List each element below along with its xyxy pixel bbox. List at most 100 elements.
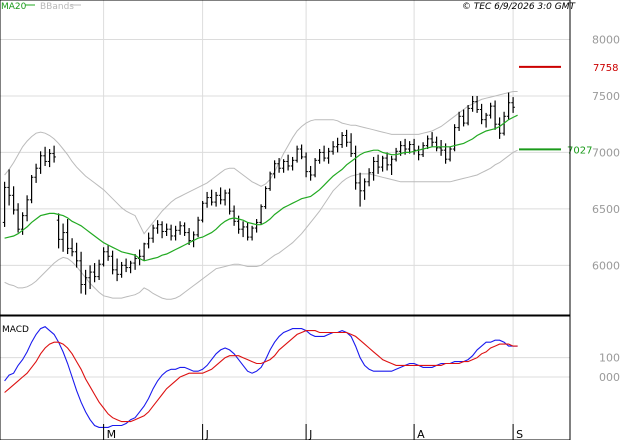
price-bar <box>16 203 20 233</box>
macd-panel <box>4 326 518 428</box>
price-bars <box>2 92 515 295</box>
level-lines: 7758 7027 <box>519 63 618 156</box>
price-bar <box>133 254 137 270</box>
x-tick-label: S <box>516 428 523 440</box>
price-bar <box>259 204 263 225</box>
price-bar <box>29 175 34 204</box>
price-bar <box>452 124 457 152</box>
price-bar <box>110 250 115 275</box>
price-bar <box>362 178 367 200</box>
price-bar <box>299 144 304 160</box>
price-bar <box>209 189 214 206</box>
price-bar <box>430 132 434 147</box>
price-bar <box>331 141 335 155</box>
price-bar <box>34 163 38 183</box>
price-bar <box>151 224 155 243</box>
price-bar <box>511 97 515 113</box>
price-bar <box>115 258 119 282</box>
price-bar <box>227 188 232 215</box>
price-bar <box>448 146 452 162</box>
price-bar <box>160 221 164 239</box>
price-bar <box>164 223 169 236</box>
price-bar <box>367 168 371 187</box>
price-bar <box>106 245 110 261</box>
price-y-tick-label: 6000 <box>592 259 620 272</box>
price-bar <box>196 216 200 238</box>
price-bar <box>101 247 106 267</box>
price-bar <box>272 160 277 179</box>
ma20-line <box>4 114 518 262</box>
price-bar <box>47 149 52 168</box>
price-bar <box>407 141 412 154</box>
price-bar <box>461 109 466 127</box>
bband-upper-line <box>4 91 518 235</box>
price-bar <box>182 222 187 236</box>
price-bar <box>65 219 70 255</box>
price-bar <box>83 269 88 295</box>
price-bar <box>326 147 331 164</box>
x-tick-label: M <box>107 428 117 440</box>
price-bar <box>344 129 349 147</box>
price-bar <box>286 154 290 171</box>
price-bar <box>371 156 376 181</box>
price-bar <box>241 221 245 238</box>
price-y-tick-label: 7500 <box>592 90 620 103</box>
ma20-path <box>4 114 518 262</box>
price-bar <box>97 259 101 280</box>
price-bar <box>295 145 299 163</box>
price-bar <box>2 181 7 227</box>
price-bar <box>52 145 56 163</box>
price-y-tick-label: 8000 <box>592 34 620 47</box>
price-bar <box>425 135 430 150</box>
price-bar <box>493 100 497 130</box>
price-bar <box>389 155 394 175</box>
x-tick-label: A <box>417 428 425 440</box>
price-bar <box>74 242 79 268</box>
price-bar <box>214 191 218 207</box>
price-bar <box>92 263 97 283</box>
price-bar <box>313 158 317 178</box>
price-bar <box>178 221 182 235</box>
legend-macd: MACD <box>2 325 29 335</box>
price-bar <box>385 152 389 171</box>
price-bar <box>124 258 128 273</box>
price-bar <box>20 212 25 235</box>
price-bar <box>281 159 286 173</box>
legend-ma20: MA20 <box>1 2 27 12</box>
price-bar <box>128 260 133 274</box>
gridlines <box>0 0 570 440</box>
price-bar <box>38 151 43 174</box>
price-bar <box>146 232 151 249</box>
price-bar <box>70 238 74 257</box>
x-tick-label: J <box>308 428 312 440</box>
price-bar <box>245 222 250 241</box>
price-bar <box>43 146 47 166</box>
price-bar <box>479 103 484 125</box>
price-bar <box>416 145 421 161</box>
price-bar <box>308 165 313 181</box>
price-bar <box>263 186 268 209</box>
price-y-tick-label: 7000 <box>592 146 620 159</box>
price-bar <box>349 133 353 157</box>
price-bar <box>470 95 475 112</box>
price-bar <box>11 186 16 215</box>
x-tick-label: J <box>205 428 209 440</box>
price-bar <box>250 225 254 241</box>
price-y-tick-label: 6500 <box>592 203 620 216</box>
price-bar <box>497 117 502 139</box>
price-bar <box>506 92 511 120</box>
price-bar <box>290 156 295 171</box>
price-bar <box>25 195 29 222</box>
macd-y-tick-label: 000 <box>599 371 620 384</box>
price-bar <box>169 224 173 241</box>
price-bar <box>322 145 326 162</box>
price-bar <box>340 132 344 148</box>
price-bar <box>268 171 272 191</box>
price-bar <box>376 154 380 174</box>
price-bar <box>173 225 178 241</box>
price-bar <box>142 242 146 261</box>
price-bar <box>88 265 92 290</box>
price-bar <box>218 187 223 205</box>
price-bar <box>304 152 308 178</box>
